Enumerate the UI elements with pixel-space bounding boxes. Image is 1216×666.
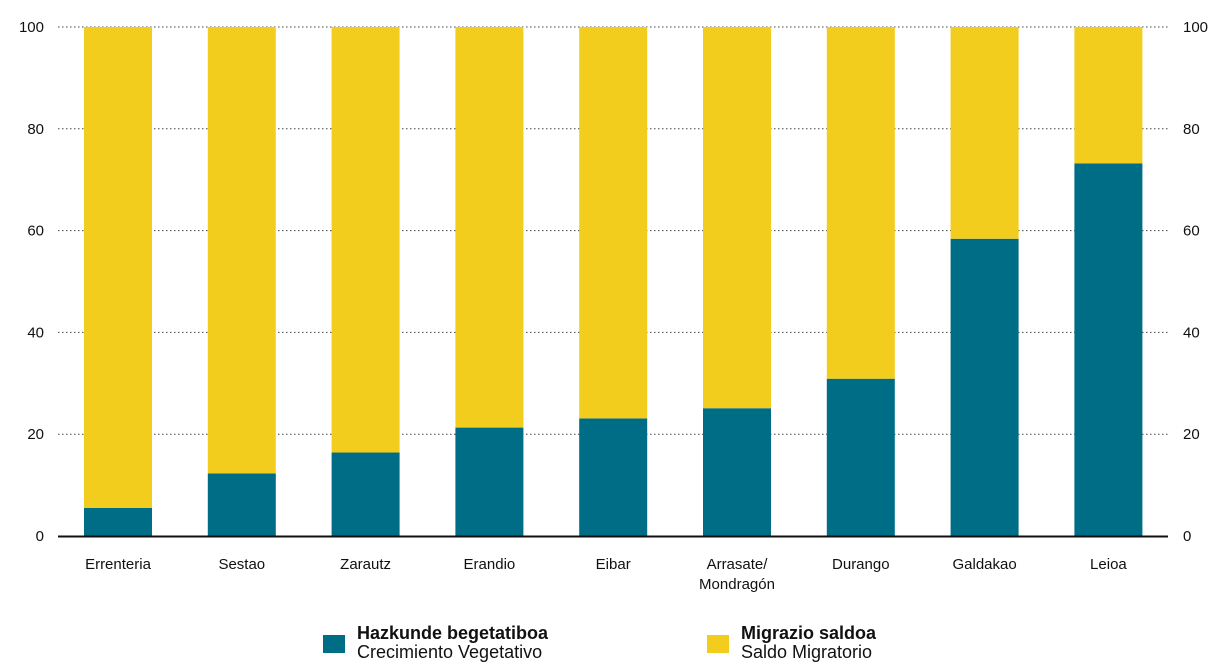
x-category-label: Eibar <box>596 556 631 573</box>
bar-hazkunde <box>331 452 400 536</box>
legend-label-hazkunde: Hazkunde begetatiboa <box>357 623 549 643</box>
bar-migrazio <box>703 27 771 409</box>
y-tick-label-left: 80 <box>27 121 44 138</box>
x-category-label: Errenteria <box>85 556 152 573</box>
y-tick-label-right: 0 <box>1183 528 1191 545</box>
bar-migrazio <box>84 27 152 509</box>
y-axis-left: 0 20 40 60 80 100 <box>19 19 44 545</box>
y-tick-label-right: 40 <box>1183 324 1200 341</box>
x-category-label: Sestao <box>218 556 265 573</box>
bar-hazkunde <box>1074 163 1143 537</box>
legend-swatch-migrazio <box>707 635 729 653</box>
bar-migrazio <box>331 27 400 453</box>
y-tick-label-left: 100 <box>19 19 44 36</box>
bar-migrazio <box>1074 27 1143 164</box>
legend: Hazkunde begetatiboa Crecimiento Vegetat… <box>0 624 1216 666</box>
y-tick-label-right: 100 <box>1183 19 1208 36</box>
x-category-label: Erandio <box>464 556 516 573</box>
bar-migrazio <box>579 27 648 419</box>
bars <box>84 27 1143 537</box>
y-axis-right: 0 20 40 60 80 100 <box>1183 19 1208 545</box>
legend-sublabel-saldo: Saldo Migratorio <box>741 642 873 662</box>
bar-hazkunde <box>84 508 152 536</box>
legend-item-hazkunde: Hazkunde begetatiboa Crecimiento Vegetat… <box>323 624 548 662</box>
y-tick-label-left: 60 <box>27 223 44 240</box>
bar-migrazio <box>950 27 1019 239</box>
bar-migrazio <box>826 27 895 379</box>
bar-hazkunde <box>950 238 1019 536</box>
y-tick-label-left: 20 <box>27 426 44 443</box>
x-category-label: Galdakao <box>952 556 1016 573</box>
x-category-label: Durango <box>832 556 890 573</box>
legend-sublabel-crecimiento: Crecimiento Vegetativo <box>357 642 543 662</box>
bar-hazkunde <box>579 418 648 536</box>
bar-migrazio <box>207 27 276 474</box>
bar-hazkunde <box>207 473 276 536</box>
y-tick-label-right: 60 <box>1183 223 1200 240</box>
legend-swatch-hazkunde <box>323 635 345 653</box>
bar-hazkunde <box>826 378 895 536</box>
bar-hazkunde <box>703 408 771 536</box>
y-tick-label-right: 80 <box>1183 121 1200 138</box>
x-category-label: Leioa <box>1090 556 1127 573</box>
x-category-label: Zarautz <box>340 556 391 573</box>
x-category-label: Arrasate/Mondragón <box>699 556 775 593</box>
y-tick-label-left: 40 <box>27 324 44 341</box>
legend-label-migrazio: Migrazio saldoa <box>741 623 877 643</box>
stacked-bar-chart: 0 20 40 60 80 100 0 20 40 60 80 100 Errenteria Sest… <box>19 19 1208 593</box>
y-tick-label-right: 20 <box>1183 426 1200 443</box>
bar-hazkunde <box>455 427 524 536</box>
x-axis-categories: Errenteria Sestao Zarautz Erandio Eibar Arras… <box>85 556 1127 593</box>
bar-migrazio <box>455 27 524 428</box>
legend-item-migrazio: Migrazio saldoa Saldo Migratorio <box>707 624 876 662</box>
y-tick-label-left: 0 <box>36 528 44 545</box>
